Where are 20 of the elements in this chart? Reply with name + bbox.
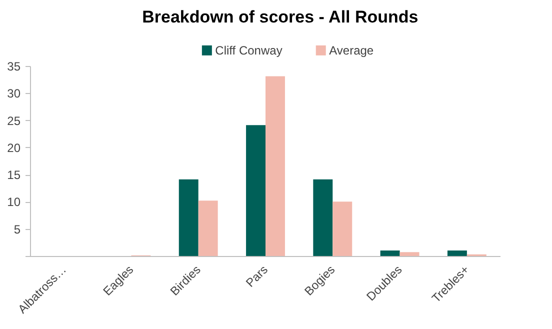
y-tick-label: 15 <box>7 168 21 182</box>
legend-label: Average <box>329 43 374 58</box>
y-tick-label: 25 <box>7 114 21 128</box>
chart-title: Breakdown of scores - All Rounds <box>142 8 418 26</box>
y-tick-label: 30 <box>7 86 21 101</box>
y-tick-label: 10 <box>7 195 21 210</box>
bar <box>400 252 420 256</box>
y-tick-label: 35 <box>7 60 21 74</box>
bar <box>332 202 352 256</box>
bar <box>266 76 285 256</box>
bar <box>447 250 467 256</box>
bar <box>380 250 400 256</box>
bar <box>178 179 198 256</box>
bar <box>198 200 218 256</box>
bar <box>246 125 266 256</box>
x-tick-label: Pars <box>243 262 270 290</box>
y-tick-label: 5 <box>14 222 21 236</box>
legend-label: Cliff Conway <box>215 43 282 58</box>
y-tick-label: 20 <box>7 140 21 155</box>
bar <box>313 179 333 256</box>
